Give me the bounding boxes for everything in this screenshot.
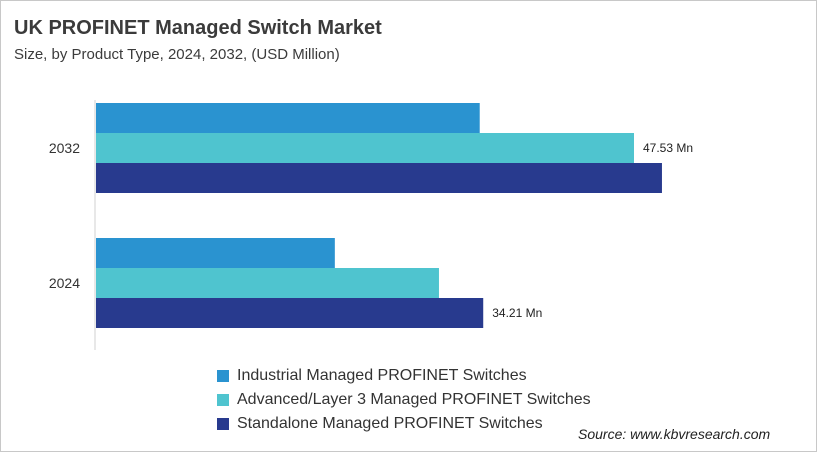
chart-title: UK PROFINET Managed Switch Market [14, 17, 382, 39]
legend-label: Advanced/Layer 3 Managed PROFINET Switch… [237, 391, 591, 408]
legend-item: Advanced/Layer 3 Managed PROFINET Switch… [217, 388, 591, 412]
bar-2032-0 [96, 103, 480, 133]
legend-item: Standalone Managed PROFINET Switches [217, 412, 591, 436]
bar-2024-0 [96, 238, 335, 268]
bar-2032-1 [96, 133, 634, 163]
legend-swatch [217, 370, 229, 382]
data-label: 34.21 Mn [492, 306, 542, 320]
legend-label: Industrial Managed PROFINET Switches [237, 367, 527, 384]
legend-swatch [217, 394, 229, 406]
category-label: 2032 [49, 140, 80, 156]
bar-2024-2 [96, 298, 484, 328]
bar-2032-2 [96, 163, 662, 193]
legend-label: Standalone Managed PROFINET Switches [237, 415, 543, 432]
legend-swatch [217, 418, 229, 430]
category-label: 2024 [49, 275, 80, 291]
bar-2024-1 [96, 268, 439, 298]
legend-item: Industrial Managed PROFINET Switches [217, 364, 591, 388]
source-note: Source: www.kbvresearch.com [578, 426, 771, 442]
chart-subtitle: Size, by Product Type, 2024, 2032, (USD … [14, 46, 340, 63]
data-label: 47.53 Mn [643, 141, 693, 155]
legend: Industrial Managed PROFINET Switches Adva… [217, 364, 591, 436]
